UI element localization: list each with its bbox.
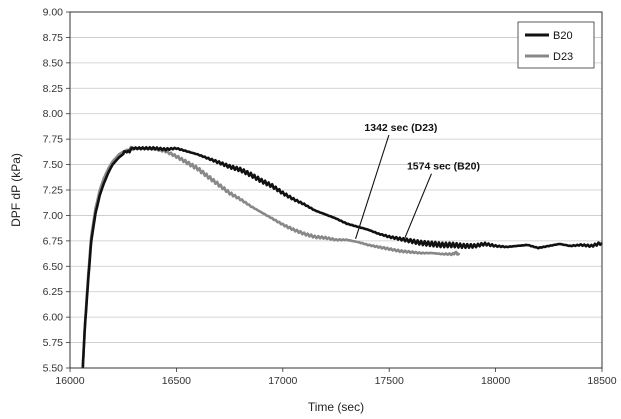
annotation-leader-line — [404, 173, 432, 239]
legend-label-b20: B20 — [553, 30, 573, 42]
y-tick-label: 7.50 — [43, 159, 64, 171]
y-tick-label: 8.50 — [43, 57, 64, 69]
y-tick-label: 7.00 — [43, 210, 64, 222]
annotation-label: 1574 sec (B20) — [407, 161, 480, 173]
y-tick-label: 9.00 — [43, 7, 64, 19]
x-tick-label: 18000 — [481, 375, 510, 387]
y-tick-label: 8.75 — [43, 32, 64, 44]
x-tick-label: 18500 — [587, 375, 616, 387]
x-tick-label: 17500 — [375, 375, 404, 387]
y-tick-label: 8.25 — [43, 83, 64, 95]
y-tick-label: 7.25 — [43, 185, 64, 197]
legend-box — [517, 21, 595, 69]
x-tick-label: 16500 — [162, 375, 191, 387]
x-tick-label: 17000 — [268, 375, 297, 387]
y-axis-title: DPF dP (kPa) — [9, 153, 23, 227]
y-tick-label: 6.00 — [43, 312, 64, 324]
x-axis-title: Time (sec) — [308, 400, 364, 414]
y-tick-label: 8.00 — [43, 108, 64, 120]
y-tick-label: 6.75 — [43, 235, 64, 247]
legend-label-d23: D23 — [553, 51, 573, 63]
x-axis-ticks: 16000 16500 17000 17500 18000 18500 — [55, 368, 617, 387]
y-tick-label: 6.50 — [43, 261, 64, 273]
annotation-layer: 1342 sec (D23) 1574 sec (B20) — [355, 122, 480, 239]
series-layer — [81, 145, 603, 369]
y-tick-label: 7.75 — [43, 134, 64, 146]
x-tick-label: 16000 — [55, 375, 84, 387]
y-tick-label: 5.50 — [43, 363, 64, 375]
annotation-label: 1342 sec (D23) — [364, 122, 437, 134]
legend: B20 D23 — [517, 21, 595, 69]
y-tick-label: 5.75 — [43, 337, 64, 349]
series-line-d23 — [81, 145, 461, 369]
series-line-b20 — [81, 146, 603, 369]
y-axis-ticks: 5.50 5.75 6.00 6.25 6.50 6.75 7.00 7.25 7.50 7.75… — [43, 7, 70, 375]
y-tick-label: 6.25 — [43, 286, 64, 298]
annotation-leader-line — [355, 134, 390, 239]
